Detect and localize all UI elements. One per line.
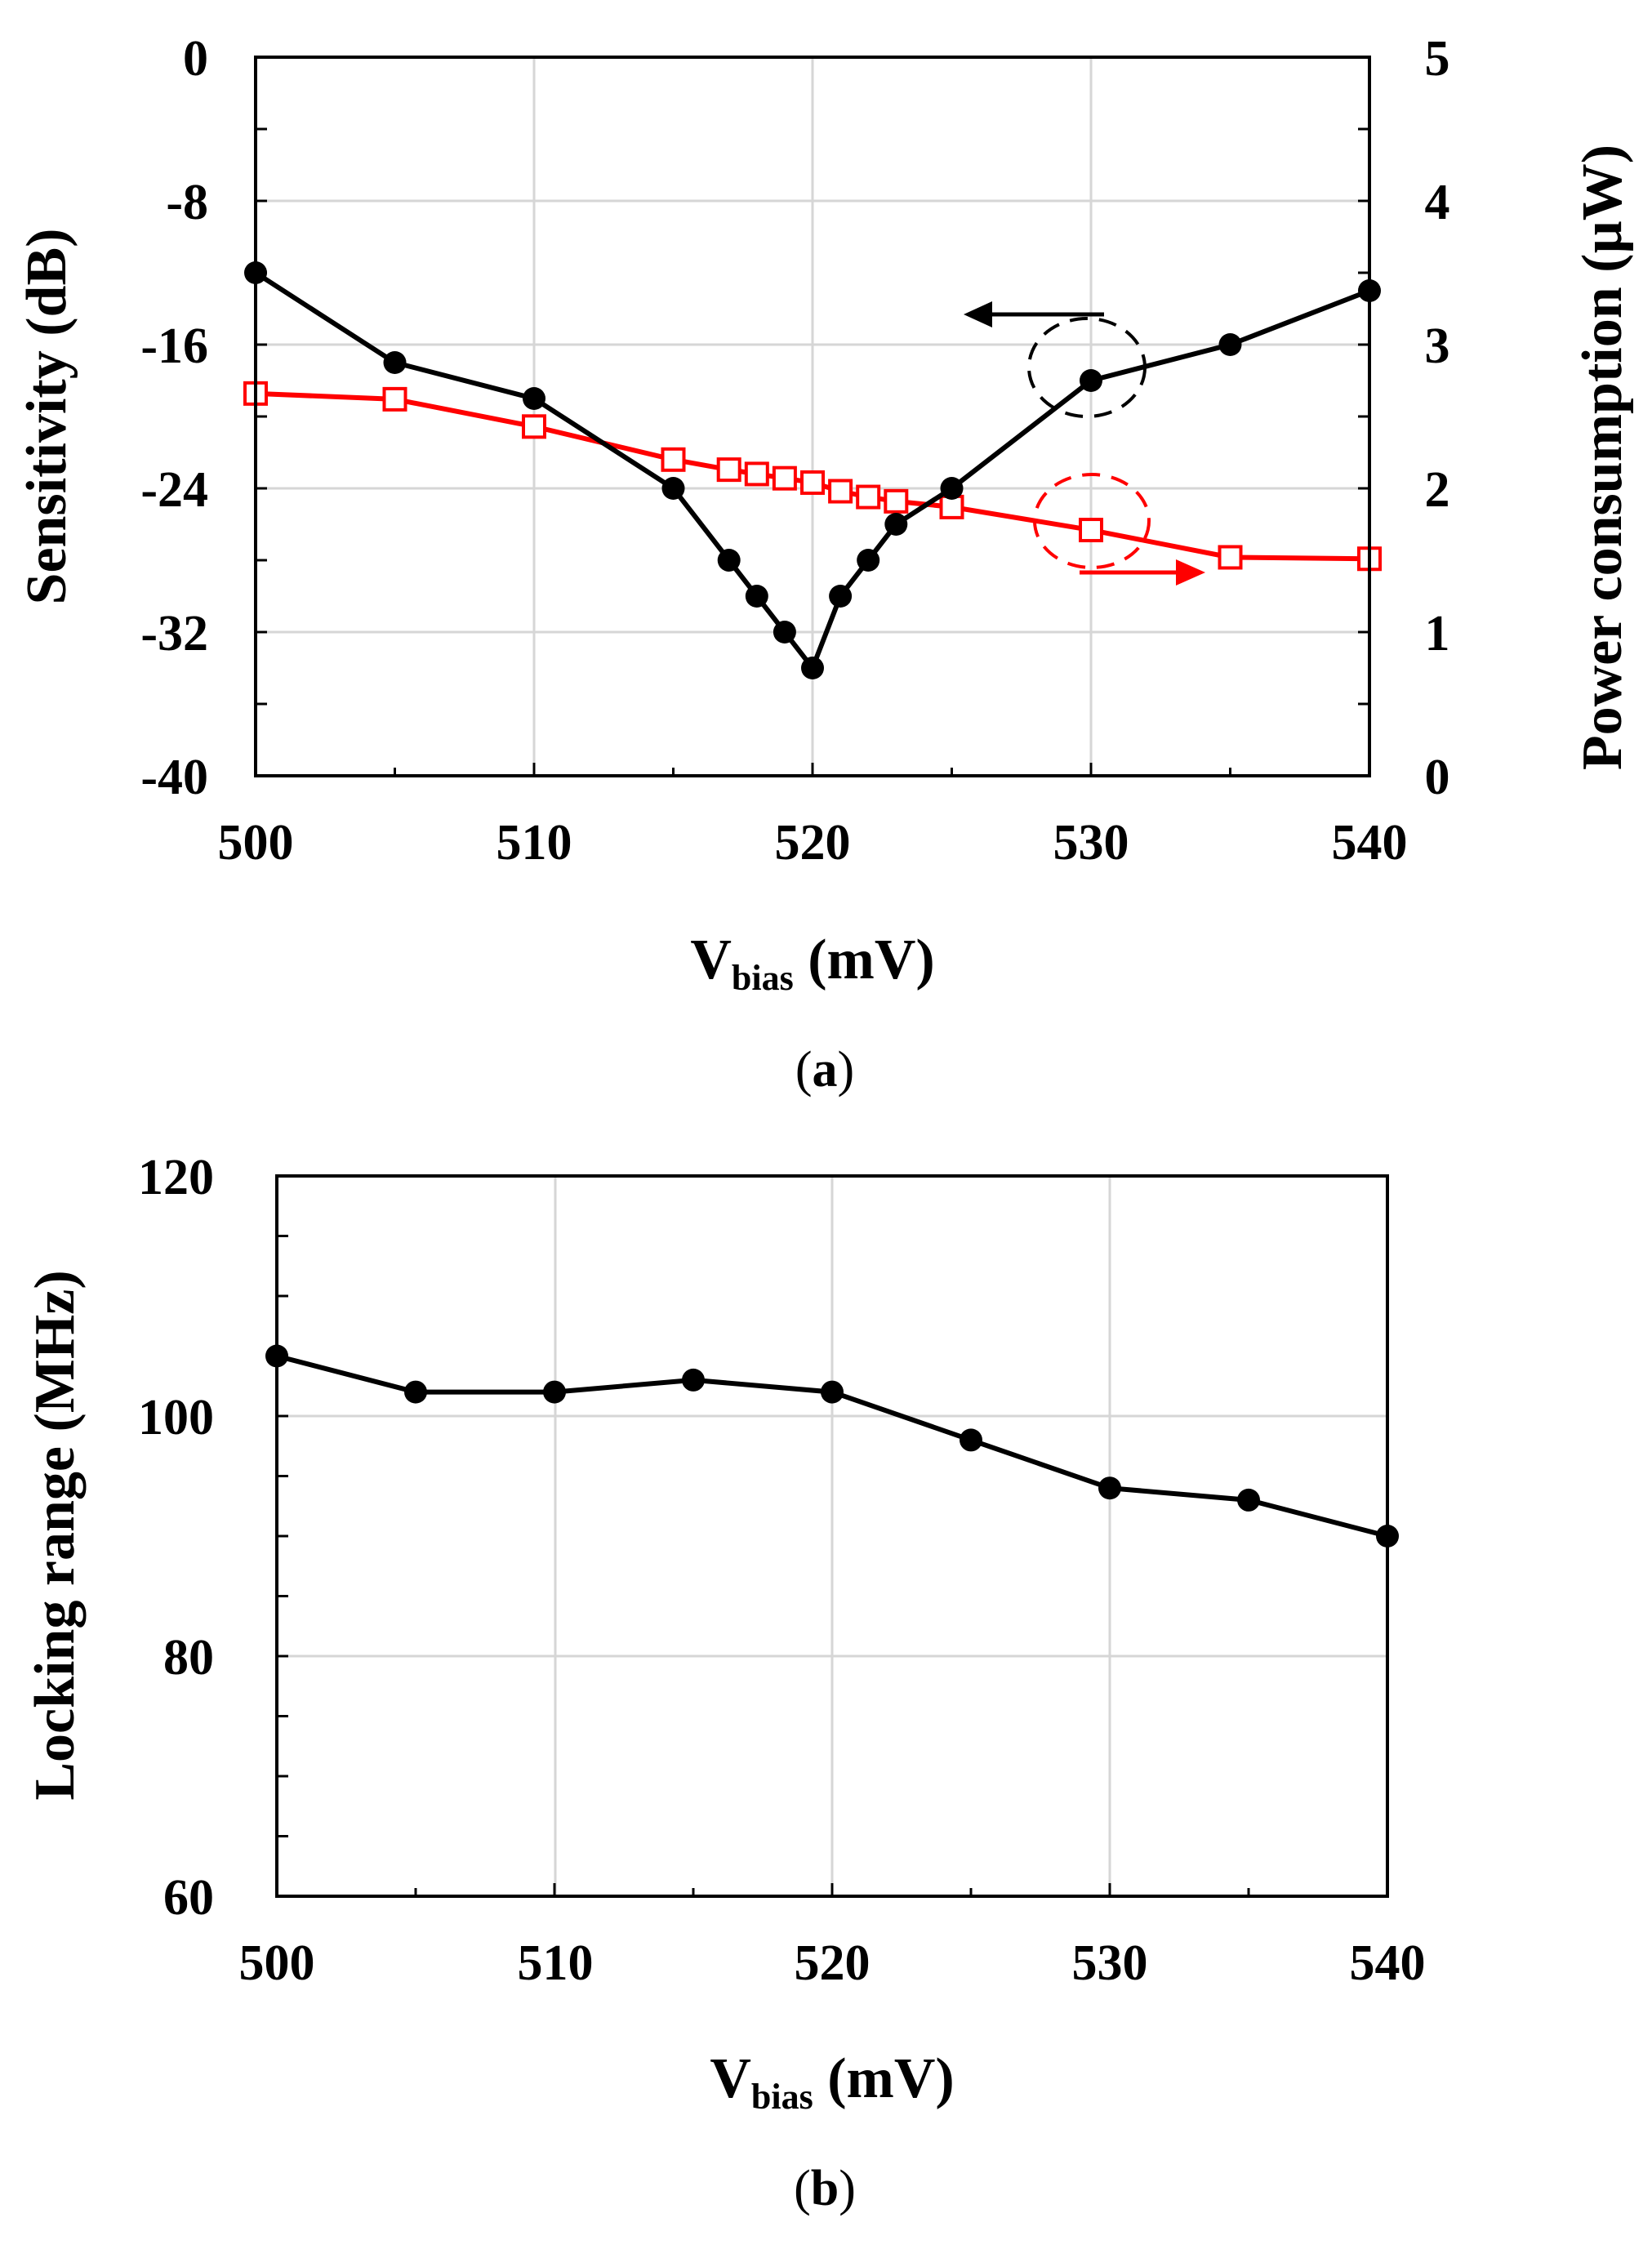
locking-range-point xyxy=(960,1428,982,1452)
sensitivity-point xyxy=(773,621,796,644)
power-consumption-series xyxy=(243,381,1382,572)
sensitivity-point xyxy=(1218,333,1242,356)
a-y2-tick-label: 3 xyxy=(1425,318,1450,374)
a-y2-tick-label: 1 xyxy=(1425,606,1450,661)
a-y-tick-label: -16 xyxy=(140,318,208,374)
a-caption-close: ) xyxy=(838,1042,855,1098)
locking-range-point xyxy=(682,1368,705,1392)
a-caption-open: ( xyxy=(795,1042,813,1098)
b-x-tick-label: 500 xyxy=(239,1935,315,1991)
b-y-axis-label: Locking range (MHz) xyxy=(24,1270,87,1800)
b-x-tick-label: 540 xyxy=(1350,1935,1426,1991)
b-x-axis-label-main: V xyxy=(710,2047,751,2110)
locking-range-series xyxy=(265,1344,1399,1548)
power-consumption-point xyxy=(884,488,909,514)
sensitivity-point xyxy=(884,513,908,536)
locking-range-point xyxy=(821,1380,844,1404)
sensitivity-point xyxy=(857,549,880,572)
panel-a-caption: (a) xyxy=(795,1042,854,1098)
a-x-axis-label-sub: bias xyxy=(732,958,794,998)
power-consumption-point xyxy=(744,461,769,487)
b-x-axis-label: Vbias (mV) xyxy=(710,2047,954,2117)
power-consumption-point xyxy=(716,457,741,483)
sensitivity-point xyxy=(745,585,768,608)
a-y-tick-label: 0 xyxy=(183,31,208,87)
locking-range-point xyxy=(1098,1476,1121,1500)
sensitivity-point xyxy=(661,477,685,500)
a-caption-letter: a xyxy=(813,1042,838,1098)
panel-b-y-tick-labels: 120 100 80 60 xyxy=(138,1150,214,1926)
panel-b-caption: (b) xyxy=(794,2161,856,2216)
b-x-tick-label: 530 xyxy=(1072,1935,1148,1991)
sensitivity-series xyxy=(244,261,1381,679)
sensitivity-point xyxy=(1080,369,1102,392)
sensitivity-point xyxy=(829,585,853,608)
a-y2-tick-label: 5 xyxy=(1425,31,1450,87)
panel-a-x-tick-labels: 500 510 520 530 540 xyxy=(218,815,1408,871)
b-caption-close: ) xyxy=(839,2161,856,2216)
panel-a-y-tick-labels: 0 -8 -16 -24 -32 -40 xyxy=(140,31,208,805)
locking-range-point xyxy=(404,1380,427,1404)
power-consumption-point xyxy=(661,447,686,472)
a-y-tick-label: -8 xyxy=(166,175,208,230)
panel-b-plot-frame xyxy=(275,1174,1389,1898)
panel-b-gridlines xyxy=(277,1176,1387,1896)
sensitivity-point xyxy=(801,657,824,679)
a-x-axis-label-unit: (mV) xyxy=(794,929,935,991)
a-y-tick-label: -40 xyxy=(140,750,208,805)
b-x-tick-label: 520 xyxy=(795,1935,871,1991)
power-consumption-point xyxy=(800,470,825,495)
b-caption-letter: b xyxy=(811,2161,839,2216)
power-consumption-point xyxy=(522,414,546,439)
b-x-axis-label-sub: bias xyxy=(751,2077,813,2117)
sensitivity-point xyxy=(383,351,407,374)
b-y-tick-label: 120 xyxy=(138,1150,214,1205)
sensitivity-point xyxy=(717,549,741,572)
a-x-tick-label: 510 xyxy=(496,815,572,871)
panel-a-plot-frame xyxy=(254,56,1371,777)
a-y2-tick-label: 0 xyxy=(1425,750,1450,805)
locking-range-point xyxy=(1237,1488,1260,1512)
panel-a: 500 510 520 530 540 0 -8 -16 -24 -32 -40… xyxy=(16,31,1634,1098)
a-x-axis-label-main: V xyxy=(690,929,732,991)
power-consumption-point xyxy=(772,465,797,491)
sensitivity-point xyxy=(940,477,964,500)
left-arrow-icon xyxy=(964,301,992,327)
locking-range-point xyxy=(543,1380,566,1404)
power-consumption-point xyxy=(856,484,881,510)
a-x-axis-label: Vbias (mV) xyxy=(690,929,934,998)
panel-b-x-tick-labels: 500 510 520 530 540 xyxy=(239,1935,1426,1991)
b-y-tick-label: 60 xyxy=(163,1870,214,1926)
b-caption-open: ( xyxy=(794,2161,811,2216)
a-x-tick-label: 520 xyxy=(775,815,851,871)
a-x-tick-label: 500 xyxy=(218,815,294,871)
a-y-tick-label: -24 xyxy=(140,462,208,518)
right-arrow-icon xyxy=(1176,559,1205,586)
a-y2-tick-label: 4 xyxy=(1425,175,1450,230)
b-x-axis-label-unit: (mV) xyxy=(813,2047,955,2110)
power-consumption-point xyxy=(382,386,407,412)
a-y2-axis-label: Power consumption (µW) xyxy=(1571,145,1634,770)
a-y2-tick-label: 2 xyxy=(1425,462,1450,518)
b-y-tick-label: 100 xyxy=(138,1390,214,1445)
b-y-tick-label: 80 xyxy=(163,1630,214,1686)
b-x-tick-label: 510 xyxy=(518,1935,594,1991)
sensitivity-highlight-ellipse xyxy=(1027,317,1147,418)
a-x-tick-label: 530 xyxy=(1053,815,1129,871)
panel-a-y2-tick-labels: 5 4 3 2 1 0 xyxy=(1425,31,1450,805)
a-y-axis-label: Sensitivity (dB) xyxy=(16,229,78,605)
sensitivity-point xyxy=(523,387,545,410)
power-consumption-point xyxy=(1218,545,1243,570)
a-y-tick-label: -32 xyxy=(140,606,208,661)
power-consumption-point xyxy=(1079,518,1103,543)
panel-b: 500 510 520 530 540 120 100 80 60 Lockin… xyxy=(24,1150,1426,2216)
a-x-tick-label: 540 xyxy=(1332,815,1408,871)
power-consumption-point xyxy=(828,479,853,504)
